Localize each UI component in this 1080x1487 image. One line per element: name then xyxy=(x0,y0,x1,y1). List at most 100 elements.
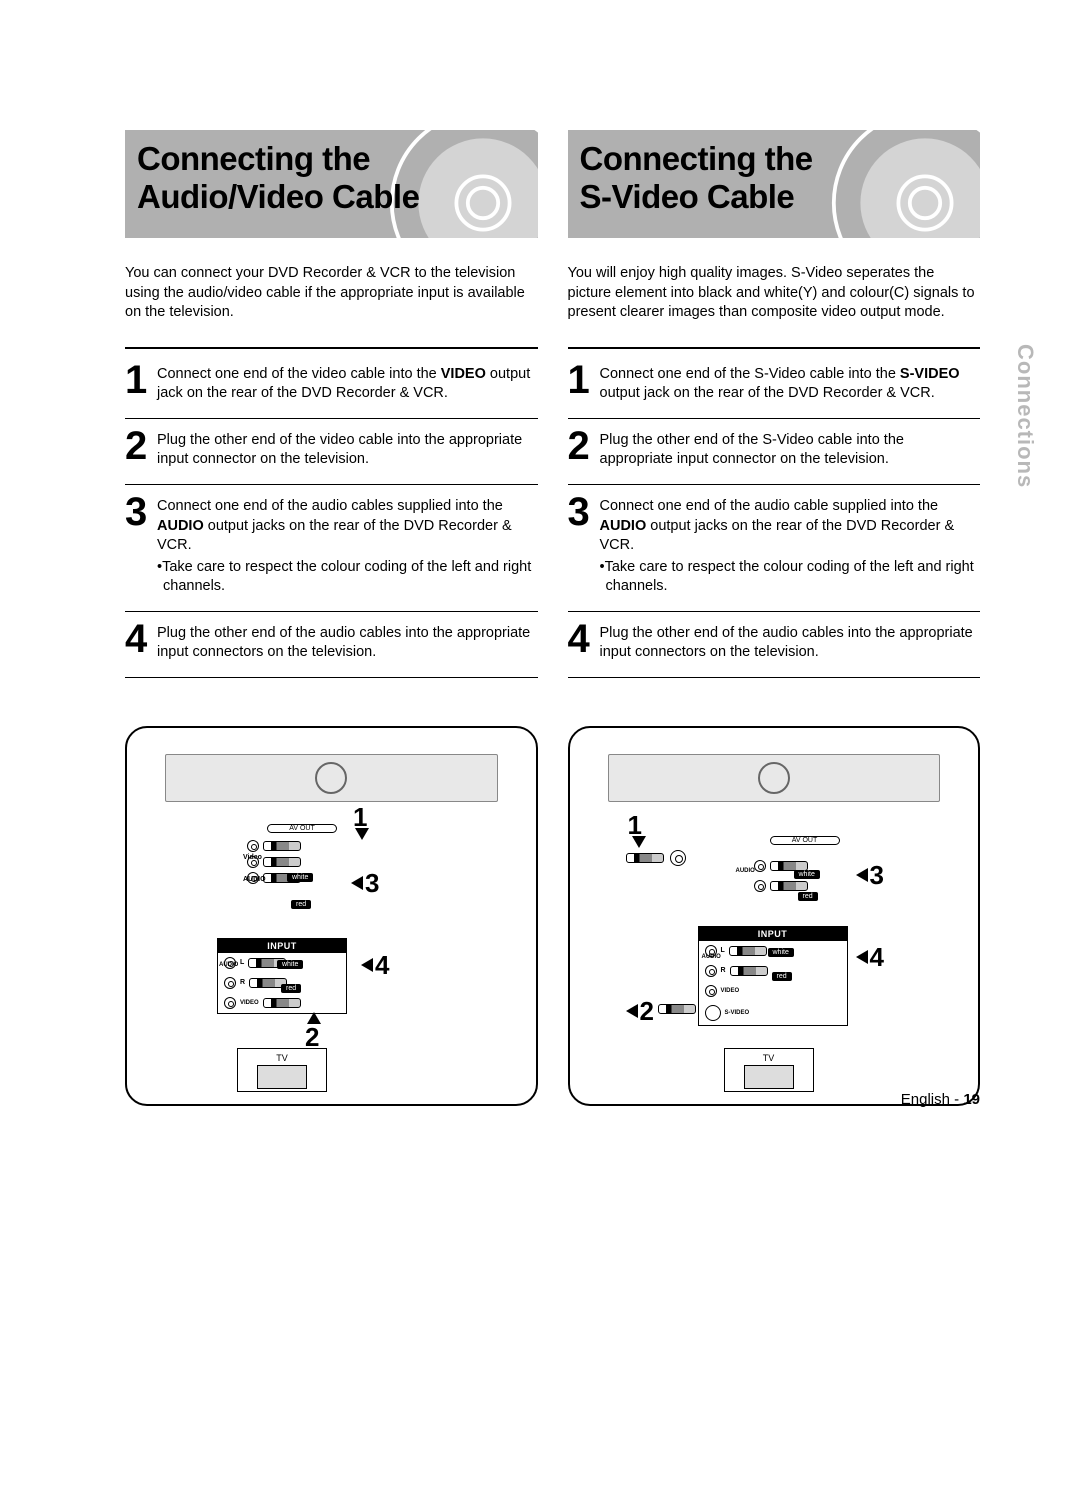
audio-label: AUDIO xyxy=(702,954,721,960)
title-line: Connecting the xyxy=(580,140,813,177)
jack-icon xyxy=(224,977,236,989)
arrow-icon xyxy=(632,836,646,848)
tv-input-panel: INPUT L R VIDEO xyxy=(217,938,347,1014)
plug-icon xyxy=(263,857,301,867)
av-out-label: AV OUT xyxy=(770,836,840,845)
step: 3Connect one end of the audio cable supp… xyxy=(568,485,981,612)
plug-icon xyxy=(658,1004,696,1014)
video-label: Video xyxy=(243,854,262,861)
step-text: Connect one end of the S-Video cable int… xyxy=(600,363,981,404)
jack-icon xyxy=(705,985,717,997)
color-red: red xyxy=(798,892,818,901)
step-number: 3 xyxy=(568,495,596,529)
title-line: Connecting the xyxy=(137,140,370,177)
plug-icon xyxy=(730,966,768,976)
color-white: white xyxy=(768,948,794,957)
divider xyxy=(125,347,538,349)
plug-icon xyxy=(263,998,301,1008)
audio-label: AUDIO xyxy=(219,962,238,968)
column-right: Connecting the S-Video Cable You will en… xyxy=(568,130,981,1106)
step-number: 2 xyxy=(125,429,153,463)
audio-label: AUDIO xyxy=(243,876,266,883)
callout-4: 4 xyxy=(870,942,884,973)
jack-label: S-VIDEO xyxy=(725,1010,750,1016)
plug-icon xyxy=(729,946,767,956)
color-red: red xyxy=(281,984,301,993)
step: 2Plug the other end of the video cable i… xyxy=(125,419,538,485)
jack-label: L xyxy=(240,959,244,966)
arrow-icon xyxy=(626,1004,638,1018)
step: 4Plug the other end of the audio cables … xyxy=(568,612,981,678)
audio-label: AUDIO xyxy=(736,868,755,874)
arrow-icon xyxy=(355,828,369,840)
columns: Connecting the Audio/Video Cable You can… xyxy=(125,130,980,1106)
step: 2Plug the other end of the S-Video cable… xyxy=(568,419,981,485)
step-text: Plug the other end of the S-Video cable … xyxy=(600,429,981,470)
plug-icon xyxy=(770,881,808,891)
callout-3: 3 xyxy=(365,868,379,899)
jack-icon xyxy=(705,965,717,977)
diagram-left: AV OUT white red Video AUDIO 1 3 INPUT L xyxy=(125,726,538,1106)
step-text: Plug the other end of the video cable in… xyxy=(157,429,538,470)
title-line: Audio/Video Cable xyxy=(137,178,419,215)
tv-box: TV xyxy=(724,1048,814,1092)
color-red: red xyxy=(291,900,311,909)
step: 3Connect one end of the audio cables sup… xyxy=(125,485,538,612)
step-number: 1 xyxy=(568,363,596,397)
step-number: 4 xyxy=(125,622,153,656)
arrow-icon xyxy=(307,1012,321,1024)
jack-label: L xyxy=(721,947,725,954)
svideo-jack-icon xyxy=(670,850,686,866)
step-number: 4 xyxy=(568,622,596,656)
diagram-right: 1 AV OUT AUDIO white red 3 INPUT L R xyxy=(568,726,981,1106)
title-line: S-Video Cable xyxy=(580,178,795,215)
intro-right: You will enjoy high quality images. S-Vi… xyxy=(568,264,981,323)
step-text: Connect one end of the audio cable suppl… xyxy=(600,495,981,597)
plug-icon xyxy=(263,841,301,851)
color-red: red xyxy=(772,972,792,981)
jack-label: VIDEO xyxy=(721,988,740,994)
tv-label: TV xyxy=(276,1053,288,1063)
dvd-vcr-rear xyxy=(608,754,941,802)
arrow-icon xyxy=(856,950,868,964)
section-tab: Connections xyxy=(1012,344,1038,488)
arrow-icon xyxy=(351,876,363,890)
tv-screen-icon xyxy=(744,1065,794,1089)
step-text: Connect one end of the video cable into … xyxy=(157,363,538,404)
step-number: 2 xyxy=(568,429,596,463)
svideo-jack-icon xyxy=(705,1005,721,1021)
dvd-vcr-rear xyxy=(165,754,498,802)
callout-4: 4 xyxy=(375,950,389,981)
tv-screen-icon xyxy=(257,1065,307,1089)
av-out-label: AV OUT xyxy=(267,824,337,833)
color-white: white xyxy=(794,870,820,879)
footer-lang: English xyxy=(901,1091,950,1108)
jack-label: VIDEO xyxy=(240,1000,259,1006)
intro-left: You can connect your DVD Recorder & VCR … xyxy=(125,264,538,323)
jack-label: R xyxy=(721,967,726,974)
footer-sep: - xyxy=(950,1091,963,1108)
input-label: INPUT xyxy=(699,927,847,941)
arrow-icon xyxy=(361,958,373,972)
step-text: Plug the other end of the audio cables i… xyxy=(600,622,981,663)
color-white: white xyxy=(287,873,313,882)
steps-right: 1Connect one end of the S-Video cable in… xyxy=(568,353,981,678)
header-box-right: Connecting the S-Video Cable xyxy=(568,130,981,238)
header-title-right: Connecting the S-Video Cable xyxy=(580,140,969,215)
jack-icon xyxy=(247,840,259,852)
step-text: Connect one end of the audio cables supp… xyxy=(157,495,538,597)
callout-3: 3 xyxy=(870,860,884,891)
step: 1Connect one end of the S-Video cable in… xyxy=(568,353,981,419)
step-number: 1 xyxy=(125,363,153,397)
header-box-left: Connecting the Audio/Video Cable xyxy=(125,130,538,238)
divider xyxy=(568,347,981,349)
footer-page: 19 xyxy=(963,1091,980,1108)
callout-2: 2 xyxy=(640,996,654,1027)
plug-icon xyxy=(626,853,664,863)
step-number: 3 xyxy=(125,495,153,529)
column-left: Connecting the Audio/Video Cable You can… xyxy=(125,130,538,1106)
step-text: Plug the other end of the audio cables i… xyxy=(157,622,538,663)
jack-icon xyxy=(754,880,766,892)
steps-left: 1Connect one end of the video cable into… xyxy=(125,353,538,678)
input-label: INPUT xyxy=(218,939,346,953)
